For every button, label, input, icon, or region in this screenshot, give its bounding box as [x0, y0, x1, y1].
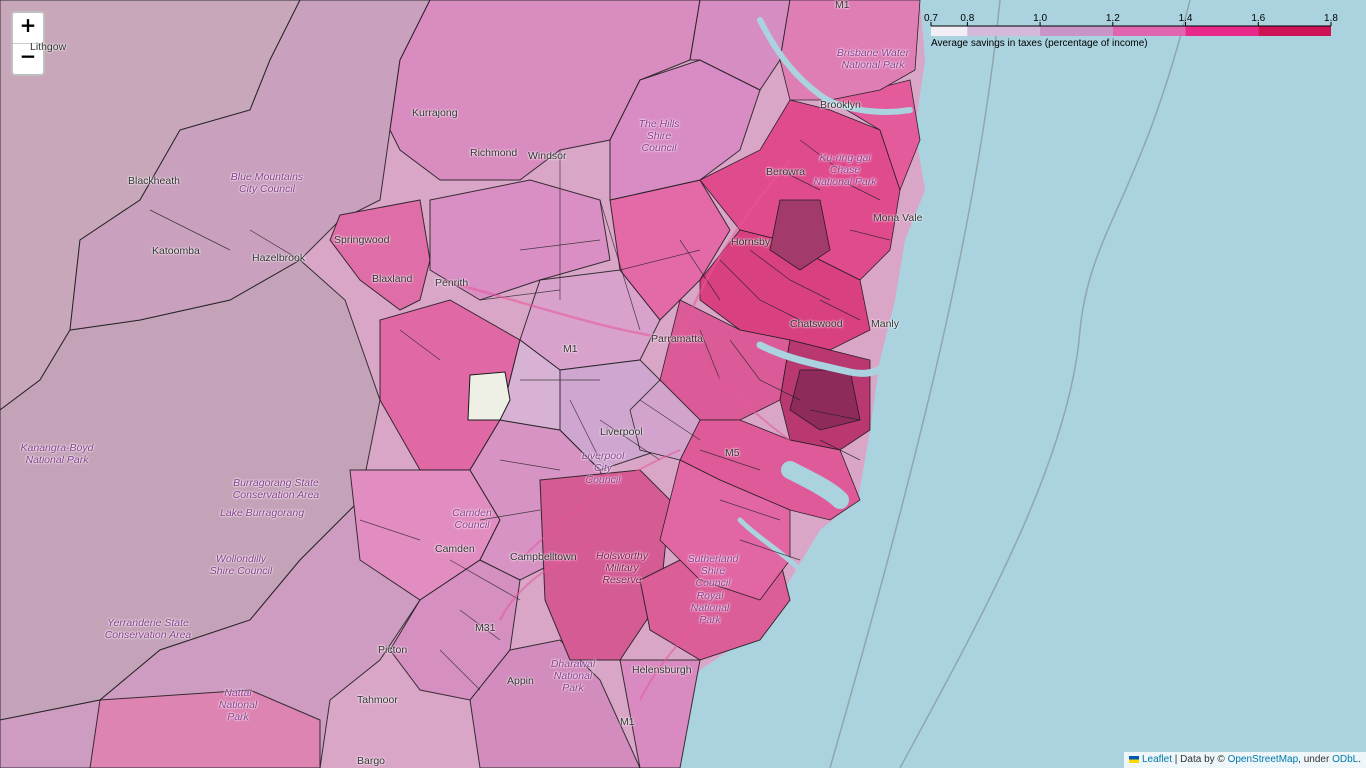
color-legend: 0.7 0.8 1.0 1.2 1.4 1.6 1.8 Average savings in…: [924, 10, 1338, 50]
area-label: Liverpool City Council: [581, 450, 625, 486]
place-label: Bargo: [357, 755, 386, 767]
area-label: Royal National Park: [690, 590, 730, 626]
attribution-text: | Data by ©: [1172, 754, 1228, 765]
area-label: Nattai National Park: [218, 687, 258, 723]
roads: [439, 159, 791, 701]
legend-tick-label: 0.8: [960, 13, 974, 24]
zoom-out-button[interactable]: −: [13, 43, 43, 74]
place-label: Berowra: [766, 166, 806, 178]
place-label: Helensburgh: [632, 664, 692, 676]
legend-swatch: [1258, 26, 1331, 36]
place-label: Springwood: [334, 234, 390, 246]
place-label: Katoomba: [152, 245, 200, 257]
waterways: [737, 17, 913, 573]
place-label: Blackheath: [128, 175, 180, 187]
highlighted-region: [467, 371, 511, 421]
odbl-link[interactable]: ODbL: [1332, 754, 1359, 765]
attribution-text: .: [1358, 754, 1361, 765]
legend-tick-label: 1.8: [1324, 13, 1338, 24]
road-shield: M31: [475, 622, 496, 634]
western-regions: [0, 0, 701, 768]
depth-contour: [899, 0, 1191, 768]
attribution-text: , under: [1298, 754, 1333, 765]
legend-tick-label: 1.2: [1106, 13, 1120, 24]
place-label: Hazelbrook: [252, 252, 306, 264]
place-label: Kurrajong: [412, 107, 458, 119]
legend-tick-label: 1.6: [1251, 13, 1265, 24]
place-label: Liverpool: [600, 426, 643, 438]
area-label: Brisbane Water National Park: [836, 47, 910, 71]
legend-swatch: [1112, 26, 1186, 36]
legend-tick-label: 0.7: [924, 13, 938, 24]
place-label: Picton: [378, 644, 408, 656]
zoom-control: + −: [11, 11, 45, 76]
place-label: Lithgow: [30, 41, 67, 53]
legend-tick-label: 1.0: [1033, 13, 1047, 24]
road-shield: M1: [620, 716, 635, 728]
road-shield: M1: [835, 0, 850, 11]
place-label: Chatswood: [790, 318, 843, 330]
road-shield: M1: [563, 343, 578, 355]
place-label: Blaxland: [372, 273, 413, 285]
legend-swatch: [1040, 26, 1113, 36]
zoom-in-button[interactable]: +: [13, 13, 43, 43]
boundary-lines: [149, 139, 891, 691]
road-shield: M5: [725, 447, 740, 459]
place-label: Mona Vale: [873, 212, 923, 224]
place-label: Penrith: [435, 277, 469, 289]
place-label: Campbelltown: [510, 551, 577, 563]
area-label: Dharawal National Park: [550, 658, 596, 694]
map-attribution: Leaflet | Data by © OpenStreetMap, under…: [1123, 752, 1366, 768]
leaflet-link[interactable]: Leaflet: [1141, 754, 1173, 765]
place-label: Manly: [871, 318, 900, 330]
ukraine-flag-icon: [1128, 755, 1139, 763]
place-label: Appin: [507, 675, 534, 687]
area-label: Sutherland Shire Council: [687, 553, 739, 589]
legend-caption: Average savings in taxes (percentage of …: [931, 38, 1148, 49]
place-label: Tahmoor: [357, 694, 398, 706]
area-label: Ku-ring-gai Chase National Park: [813, 152, 877, 188]
area-label: Blue Mountains City Council: [230, 171, 304, 195]
place-label: Windsor: [528, 150, 567, 162]
area-label: Kanangra-Boyd National Park: [20, 442, 94, 466]
depth-contour: [829, 0, 1001, 768]
legend-swatch: [1185, 26, 1259, 36]
area-label: Camden Council: [452, 507, 492, 531]
osm-link[interactable]: OpenStreetMap: [1227, 754, 1299, 765]
place-label: Brooklyn: [820, 99, 861, 111]
area-label: Burragorang State Conservation Area: [232, 477, 320, 501]
legend-swatch: [931, 26, 968, 36]
legend-scale: 0.7 0.8 1.0 1.2 1.4 1.6 1.8: [924, 13, 1338, 36]
legend-tick-label: 1.4: [1179, 13, 1193, 24]
area-label: Wollondilly Shire Council: [209, 553, 273, 577]
area-label: The Hills Shire Council: [638, 118, 680, 154]
legend-swatch: [967, 26, 1041, 36]
place-label: Camden: [435, 543, 475, 555]
area-label: Lake Burragorang: [220, 507, 305, 519]
area-label: Holsworthy Military Reserve: [596, 550, 648, 586]
place-label: Richmond: [470, 147, 518, 159]
area-label: Yerranderie State Conservation Area: [104, 617, 192, 641]
place-label: Hornsby: [731, 236, 771, 248]
place-label: Parramatta: [651, 333, 703, 345]
